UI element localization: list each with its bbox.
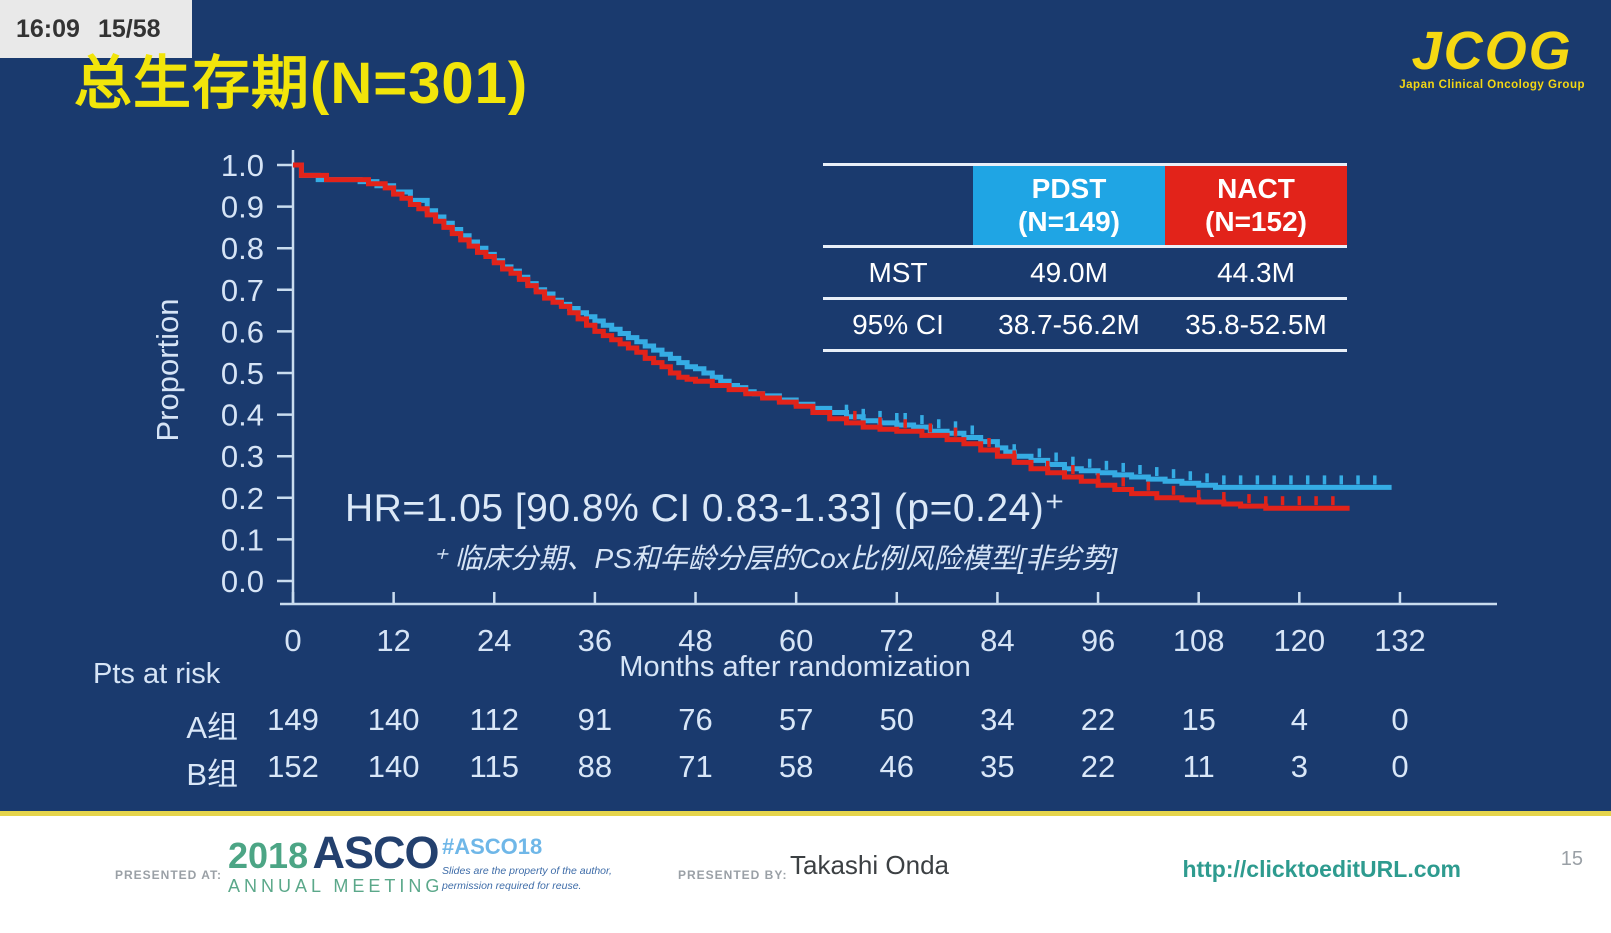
risk-value: 91 <box>577 702 613 737</box>
cox-model-footnote: ⁺ 临床分期、PS和年龄分层的Cox比例风险模型[非劣势] <box>432 543 1118 574</box>
y-tick-label: 0.1 <box>221 522 264 557</box>
page-title: 总生存期(N=301) <box>74 51 529 116</box>
risk-value: 34 <box>980 702 1015 737</box>
risk-value: 112 <box>469 702 519 737</box>
risk-value: 15 <box>1181 702 1216 737</box>
x-tick-label: 108 <box>1173 623 1225 658</box>
stats-header-row: PDST (N=149) NACT (N=152) <box>823 164 1347 247</box>
risk-value: 4 <box>1290 702 1308 737</box>
jcog-logo-subtitle: Japan Clinical Oncology Group <box>1399 79 1585 92</box>
time-label: 16:09 <box>16 14 80 43</box>
risk-row-b-label: B组 <box>186 757 238 792</box>
presented-by-label: PRESENTED BY: <box>678 868 788 882</box>
ci-nact-value: 35.8-52.5M <box>1185 308 1327 340</box>
risk-value: 71 <box>678 749 713 784</box>
jcog-logo: JCOG Japan Clinical Oncology Group <box>1399 21 1585 92</box>
hr-annotation: HR=1.05 [90.8% CI 0.83-1.33] (p=0.24)⁺ <box>345 487 1066 530</box>
mst-nact-value: 44.3M <box>1217 256 1295 288</box>
risk-value: 22 <box>1080 749 1116 784</box>
risk-value: 57 <box>778 702 814 737</box>
ci-row: 95% CI 38.7-56.2M 35.8-52.5M <box>823 298 1347 351</box>
x-tick-label: 120 <box>1273 623 1325 658</box>
asco-logo-name: ASCO <box>312 827 440 878</box>
timestamp-overlay: 16:09 15/58 <box>0 0 192 58</box>
x-tick-label: 60 <box>779 623 813 658</box>
x-tick-label: 84 <box>980 623 1014 658</box>
stats-table: PDST (N=149) NACT (N=152) MST 49.0M 44.3… <box>823 163 1347 352</box>
risk-value: 88 <box>577 749 613 784</box>
asco-logo-subtitle: ANNUAL MEETING <box>228 876 444 896</box>
y-tick-label: 0.0 <box>221 564 264 599</box>
y-axis-label: Proportion <box>150 298 185 442</box>
page-number: 15 <box>1560 848 1583 870</box>
risk-value: 76 <box>678 702 713 737</box>
y-tick-label: 0.5 <box>221 356 264 391</box>
x-tick-label: 24 <box>477 623 511 658</box>
risk-value: 0 <box>1391 749 1409 784</box>
risk-value: 58 <box>778 749 814 784</box>
nact-column-header: NACT (N=152) <box>1165 164 1347 247</box>
slide-counter: 15/58 <box>97 14 161 43</box>
asco-logo-year: 2018 <box>228 835 309 876</box>
y-tick-label: 0.8 <box>221 231 264 266</box>
x-tick-label: 72 <box>880 623 914 658</box>
risk-row-a: A组 149 140 112 91 76 57 50 34 22 15 4 0 <box>0 702 1611 745</box>
risk-value: 152 <box>267 749 319 784</box>
y-tick-label: 0.9 <box>221 190 264 225</box>
footer: PRESENTED AT: 2018 ASCO ANNUAL MEETING #… <box>0 816 1611 933</box>
stats-empty-cell <box>823 165 973 247</box>
x-tick-label: 132 <box>1374 623 1426 658</box>
y-tick-label: 0.6 <box>221 314 264 349</box>
mst-pdst-value: 49.0M <box>1030 256 1108 288</box>
ci-pdst-value: 38.7-56.2M <box>998 308 1140 340</box>
y-tick-label: 0.4 <box>221 398 264 433</box>
ci-row-label: 95% CI <box>852 308 944 340</box>
risk-row-a-label: A组 <box>186 710 238 745</box>
x-tick-label: 48 <box>678 623 712 658</box>
risk-value: 140 <box>367 749 420 784</box>
risk-value: 140 <box>367 702 420 737</box>
risk-value: 115 <box>469 749 519 784</box>
risk-row-b: B组 152 140 115 88 71 58 46 35 22 11 3 0 <box>0 749 1611 792</box>
survival-curve-nact <box>293 162 1350 511</box>
asco-logo: 2018 ASCO ANNUAL MEETING <box>228 830 443 895</box>
x-axis-label: Months after randomization <box>619 651 971 683</box>
reuse-disclaimer: Slides are the property of the author, p… <box>442 865 612 892</box>
y-tick-label: 0.2 <box>221 481 264 516</box>
x-tick-label: 36 <box>578 623 612 658</box>
hashtag: #ASCO18 <box>442 834 543 859</box>
x-tick-label: 12 <box>376 623 410 658</box>
risk-value: 11 <box>1182 749 1215 784</box>
risk-value: 0 <box>1391 702 1409 737</box>
footer-divider <box>0 811 1611 816</box>
jcog-logo-text: JCOG <box>1411 21 1573 81</box>
risk-value: 50 <box>879 702 915 737</box>
risk-value: 149 <box>267 702 319 737</box>
risk-value: 22 <box>1080 702 1116 737</box>
risk-value: 46 <box>879 749 915 784</box>
footer-url: http://clicktoeditURL.com <box>1182 856 1461 882</box>
x-tick-label: 96 <box>1081 623 1115 658</box>
risk-value: 3 <box>1290 749 1308 784</box>
mst-row-label: MST <box>868 256 928 288</box>
presented-at-label: PRESENTED AT: <box>115 868 223 882</box>
x-tick-label: 0 <box>284 623 301 658</box>
presenter-name: Takashi Onda <box>790 850 949 880</box>
risk-value: 35 <box>980 749 1015 784</box>
pts-at-risk-title: Pts at risk <box>93 658 221 690</box>
pdst-column-header: PDST (N=149) <box>973 164 1165 247</box>
y-tick-label: 1.0 <box>221 148 264 183</box>
mst-row: MST 49.0M 44.3M <box>823 246 1347 299</box>
y-tick-label: 0.3 <box>221 439 264 474</box>
y-tick-label: 0.7 <box>221 273 264 308</box>
